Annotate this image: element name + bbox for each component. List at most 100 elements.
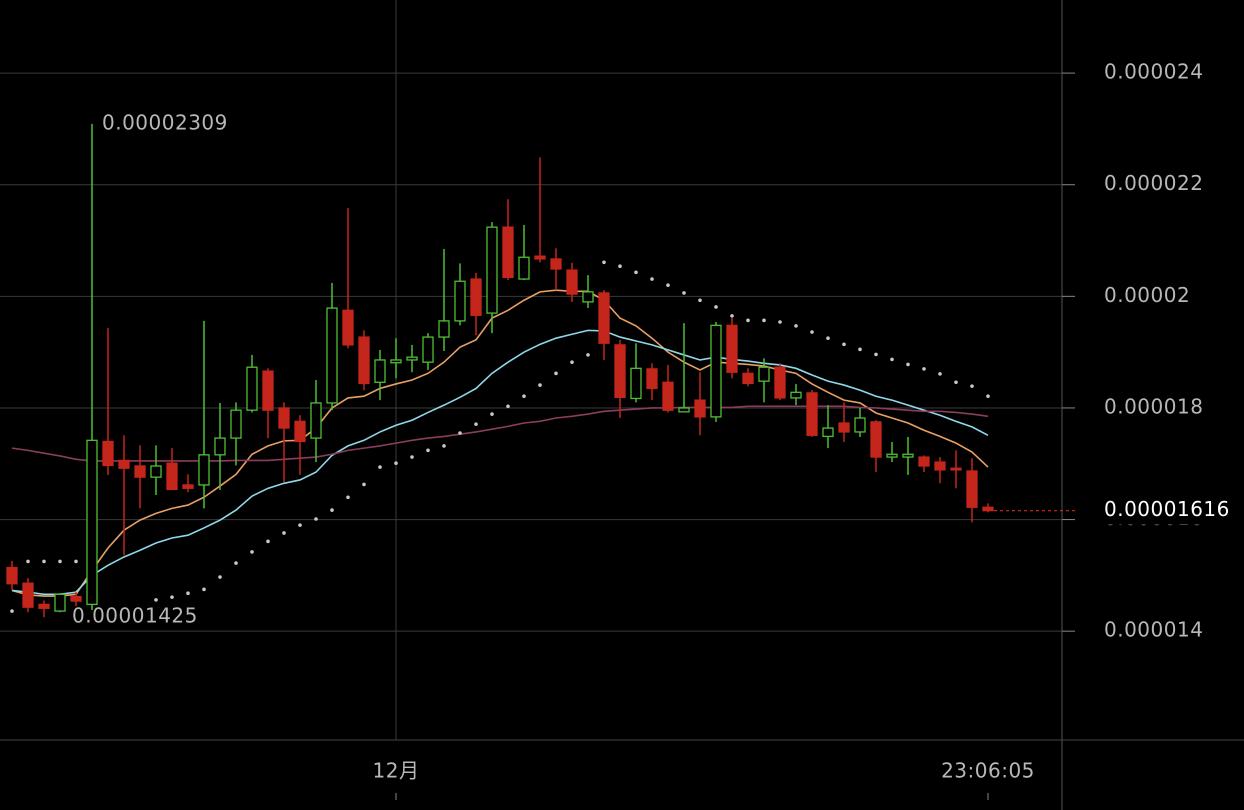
sar-dot bbox=[970, 384, 974, 388]
sar-dot bbox=[250, 550, 254, 554]
sar-dot bbox=[618, 264, 622, 268]
candle-body bbox=[614, 344, 626, 398]
sar-dot bbox=[10, 609, 14, 613]
sar-dot bbox=[362, 482, 366, 487]
sar-dot bbox=[810, 330, 814, 334]
candle-body bbox=[502, 226, 514, 279]
sar-dot bbox=[26, 559, 30, 564]
sar-dot bbox=[442, 444, 446, 448]
candle-body bbox=[630, 367, 642, 400]
sar-dot bbox=[714, 305, 718, 309]
candle-body bbox=[246, 366, 258, 411]
candle-body bbox=[406, 356, 418, 361]
sar-dot bbox=[522, 394, 526, 399]
candle-body bbox=[918, 456, 930, 467]
candle-body bbox=[6, 566, 18, 585]
sar-dot bbox=[634, 270, 638, 275]
candle-body bbox=[518, 256, 530, 280]
current-price-label: 0.00001616 bbox=[1104, 497, 1230, 521]
candle-body bbox=[950, 467, 962, 471]
candle-body bbox=[694, 399, 706, 418]
sar-dot bbox=[266, 539, 270, 544]
sar-dot bbox=[874, 352, 878, 357]
candle-body bbox=[422, 336, 434, 363]
candle-body bbox=[838, 422, 850, 433]
sar-dot bbox=[426, 448, 430, 453]
min-annotation: 0.00001425 bbox=[72, 604, 198, 628]
price-label-bg bbox=[1090, 496, 1244, 525]
candle-body bbox=[486, 226, 498, 314]
sar-dot bbox=[538, 383, 542, 387]
candle-body bbox=[470, 278, 482, 316]
candle-body bbox=[198, 454, 210, 486]
sar-dot bbox=[746, 318, 750, 323]
candle-body bbox=[710, 324, 722, 418]
candle-body bbox=[54, 593, 66, 612]
candle-body bbox=[150, 465, 162, 478]
candle-body bbox=[854, 417, 866, 433]
candle-body bbox=[70, 595, 82, 602]
candle-body bbox=[758, 366, 770, 382]
candle-body bbox=[742, 372, 754, 385]
candle-body bbox=[374, 359, 386, 383]
candle-body bbox=[550, 258, 562, 270]
sar-dot bbox=[858, 347, 862, 352]
candle-body bbox=[790, 391, 802, 399]
sar-dot bbox=[474, 422, 478, 426]
candle-body bbox=[278, 407, 290, 429]
candle-body bbox=[726, 324, 738, 373]
sar-dot bbox=[586, 353, 590, 357]
candle-body bbox=[358, 336, 370, 385]
sar-dot bbox=[74, 559, 78, 564]
candle-body bbox=[22, 582, 34, 608]
sar-dot bbox=[234, 561, 238, 565]
x-tick-label: 12月 bbox=[373, 759, 420, 783]
max-annotation: 0.00002309 bbox=[102, 110, 228, 134]
sar-dot bbox=[282, 531, 286, 535]
sar-dot bbox=[218, 575, 222, 579]
candle-body bbox=[566, 269, 578, 295]
sar-dot bbox=[986, 394, 990, 399]
candle-body bbox=[214, 437, 226, 456]
candle-body bbox=[102, 440, 114, 467]
sar-dot bbox=[602, 260, 606, 265]
sar-dot bbox=[506, 404, 510, 409]
sar-dot bbox=[330, 508, 334, 512]
y-tick-label: 0.000024 bbox=[1104, 60, 1203, 84]
sar-dot bbox=[42, 559, 46, 564]
sar-dot bbox=[682, 291, 686, 295]
sar-dot bbox=[730, 314, 734, 318]
candle-body bbox=[982, 506, 994, 512]
candle-body bbox=[646, 368, 658, 390]
candle-body bbox=[86, 439, 98, 606]
sar-dot bbox=[554, 371, 558, 376]
sar-dot bbox=[938, 372, 942, 376]
sar-dot bbox=[762, 318, 766, 323]
y-tick-label: 0.00002 bbox=[1104, 283, 1190, 307]
moving-average-line bbox=[11, 289, 989, 597]
sar-dot bbox=[154, 598, 158, 602]
candle-body bbox=[662, 381, 674, 411]
candle-body bbox=[38, 603, 50, 609]
candle-body bbox=[166, 462, 178, 491]
sar-dot bbox=[346, 495, 350, 500]
sar-dot bbox=[570, 360, 574, 364]
sar-dot bbox=[906, 362, 910, 367]
sar-dot bbox=[794, 324, 798, 328]
sar-dot bbox=[170, 595, 174, 599]
candle-body bbox=[230, 409, 242, 439]
sar-dot bbox=[394, 461, 398, 465]
y-tick-label: 0.000018 bbox=[1104, 394, 1203, 418]
candle-body bbox=[678, 407, 690, 413]
candle-body bbox=[870, 421, 882, 458]
candle-body bbox=[902, 453, 914, 458]
candle-body bbox=[134, 465, 146, 478]
sar-dot bbox=[954, 380, 958, 385]
sar-dot bbox=[298, 523, 302, 527]
sar-dot bbox=[778, 320, 782, 324]
sar-dot bbox=[842, 342, 846, 347]
sar-dot bbox=[890, 357, 894, 362]
sar-dot bbox=[650, 277, 654, 281]
candle-body bbox=[806, 392, 818, 436]
